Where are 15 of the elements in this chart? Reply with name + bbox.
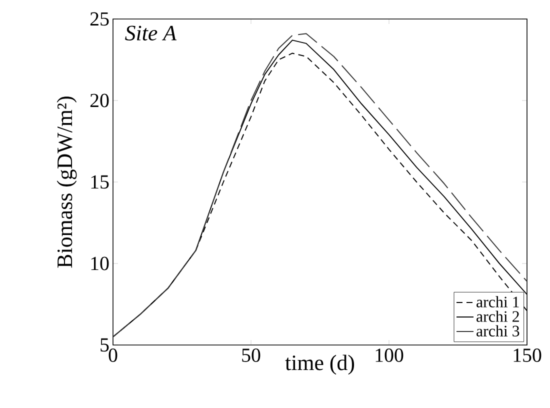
y-axis-title: Biomass (gDW/m²) (56, 96, 77, 268)
y-tick-label: 10 (91, 256, 109, 270)
x-tick-label: 150 (514, 348, 542, 362)
y-tick-label: 5 (100, 338, 109, 352)
legend-label: archi 2 (476, 310, 519, 322)
annotation: Site A (125, 26, 177, 41)
y-tick-label: 20 (90, 94, 109, 108)
x-tick-label: 50 (242, 348, 260, 362)
legend-label: archi 1 (476, 296, 519, 308)
y-tick-label: 25 (90, 12, 109, 26)
x-axis-title: time (d) (285, 354, 354, 375)
x-tick-label: 0 (108, 348, 118, 362)
y-tick-label: 15 (91, 175, 109, 189)
legend-label: archi 3 (476, 325, 520, 336)
x-tick-label: 100 (376, 348, 404, 362)
